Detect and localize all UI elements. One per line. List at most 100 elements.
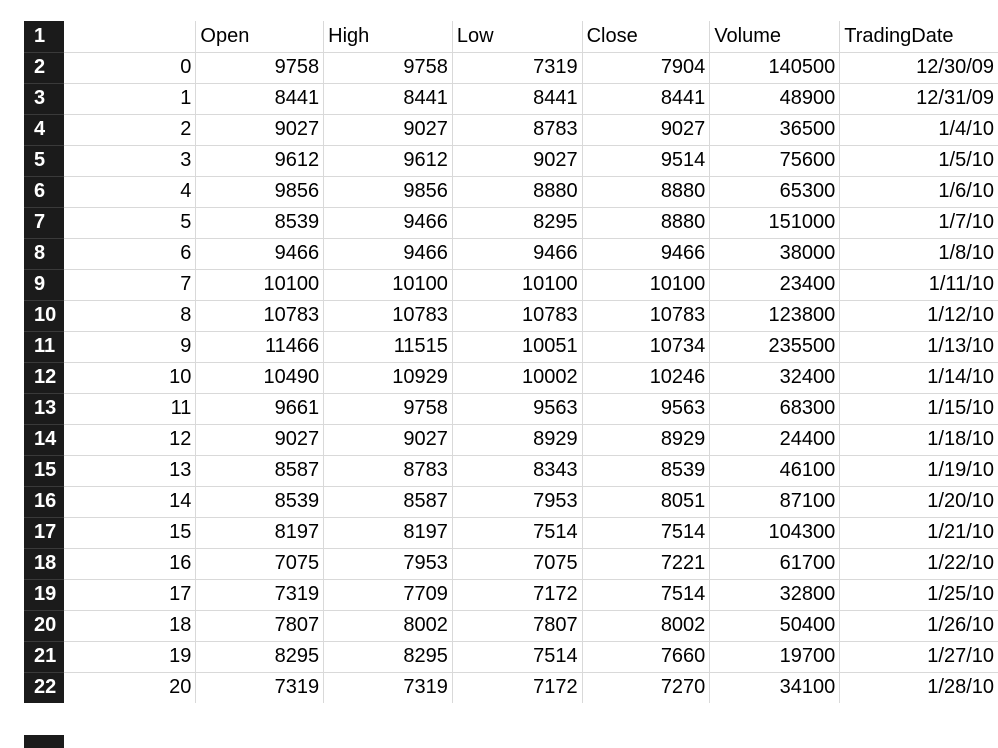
- cell-index[interactable]: 13: [63, 455, 197, 487]
- cell-index[interactable]: 20: [63, 672, 197, 703]
- cell-index[interactable]: 10: [63, 362, 197, 394]
- cell-volume[interactable]: 48900: [709, 83, 841, 115]
- cell-close[interactable]: 9563: [582, 393, 711, 425]
- cell-high[interactable]: 8295: [323, 641, 453, 673]
- cell-high[interactable]: 9027: [323, 114, 453, 146]
- cell-index[interactable]: 3: [63, 145, 197, 177]
- row-header[interactable]: 19: [24, 579, 65, 611]
- cell-open[interactable]: 10100: [195, 269, 325, 301]
- cell-open[interactable]: 9856: [195, 176, 325, 208]
- cell-volume[interactable]: 75600: [709, 145, 841, 177]
- cell-open[interactable]: 7075: [195, 548, 325, 580]
- row-header[interactable]: 17: [24, 517, 65, 549]
- cell-low[interactable]: 7807: [452, 610, 583, 642]
- cell-trading-date[interactable]: 1/28/10: [927, 676, 994, 699]
- cell-high[interactable]: 8002: [323, 610, 453, 642]
- cell-volume[interactable]: 235500: [709, 331, 841, 363]
- cell-volume[interactable]: 65300: [709, 176, 841, 208]
- cell-open[interactable]: 7807: [195, 610, 325, 642]
- cell-low[interactable]: 7319: [452, 52, 583, 84]
- cell-close[interactable]: 8441: [582, 83, 711, 115]
- cell-open[interactable]: 7319: [195, 672, 325, 703]
- cell-low[interactable]: 7514: [452, 517, 583, 549]
- cell-open[interactable]: 10783: [195, 300, 325, 332]
- cell-index[interactable]: 2: [63, 114, 197, 146]
- cell-volume[interactable]: 140500: [709, 52, 841, 84]
- cell-open[interactable]: 9661: [195, 393, 325, 425]
- cell-volume[interactable]: 87100: [709, 486, 841, 518]
- row-header[interactable]: 8: [24, 238, 65, 270]
- cell-index[interactable]: 0: [63, 52, 197, 84]
- cell-trading-date[interactable]: 1/8/10: [839, 238, 998, 270]
- column-header-index[interactable]: [63, 21, 197, 53]
- cell-low[interactable]: 10783: [452, 300, 583, 332]
- column-header-close[interactable]: Close: [582, 21, 711, 53]
- cell-trading-date[interactable]: 1/13/10: [839, 331, 998, 363]
- cell-open[interactable]: 10490: [195, 362, 325, 394]
- cell-trading-date[interactable]: 1/4/10: [839, 114, 998, 146]
- cell-close[interactable]: 7514: [582, 517, 711, 549]
- row-header[interactable]: 12: [24, 362, 65, 394]
- cell-trading-date[interactable]: 1/6/10: [839, 176, 998, 208]
- row-header[interactable]: 1: [24, 21, 65, 53]
- cell-low[interactable]: 7953: [452, 486, 583, 518]
- cell-trading-date[interactable]: 1/12/10: [839, 300, 998, 332]
- cell-low[interactable]: 8929: [452, 424, 583, 456]
- cell-index[interactable]: 15: [63, 517, 197, 549]
- cell-open[interactable]: 7319: [195, 579, 325, 611]
- cell-open[interactable]: 9466: [195, 238, 325, 270]
- cell-open[interactable]: 11466: [195, 331, 325, 363]
- cell-close[interactable]: 10783: [582, 300, 711, 332]
- cell-open[interactable]: 8539: [195, 486, 325, 518]
- row-header[interactable]: 18: [24, 548, 65, 580]
- cell-low[interactable]: 10002: [452, 362, 583, 394]
- cell-trading-date[interactable]: 1/7/10: [839, 207, 998, 239]
- column-header-low[interactable]: Low: [452, 21, 583, 53]
- cell-low[interactable]: 7514: [452, 641, 583, 673]
- cell-high[interactable]: 8197: [323, 517, 453, 549]
- cell-high[interactable]: 9612: [323, 145, 453, 177]
- cell-high[interactable]: 8783: [323, 455, 453, 487]
- cell-high[interactable]: 9758: [323, 52, 453, 84]
- column-header-open[interactable]: Open: [195, 21, 325, 53]
- cell-close[interactable]: 7221: [582, 548, 711, 580]
- cell-close[interactable]: 7514: [582, 579, 711, 611]
- cell-trading-date[interactable]: 1/15/10: [839, 393, 998, 425]
- cell-close[interactable]: 9466: [582, 238, 711, 270]
- cell-index[interactable]: 9: [63, 331, 197, 363]
- cell-index[interactable]: 4: [63, 176, 197, 208]
- cell-volume[interactable]: 23400: [709, 269, 841, 301]
- row-header[interactable]: 7: [24, 207, 65, 239]
- cell-volume[interactable]: 151000: [709, 207, 841, 239]
- cell-high[interactable]: 9466: [323, 207, 453, 239]
- cell-high[interactable]: 7953: [323, 548, 453, 580]
- cell-high[interactable]: 9758: [323, 393, 453, 425]
- cell-low[interactable]: 8441: [452, 83, 583, 115]
- cell-volume[interactable]: 61700: [709, 548, 841, 580]
- cell-low[interactable]: 7172: [452, 579, 583, 611]
- row-header[interactable]: 16: [24, 486, 65, 518]
- cell-volume[interactable]: 36500: [709, 114, 841, 146]
- cell-close[interactable]: 10246: [582, 362, 711, 394]
- cell-volume[interactable]: 104300: [709, 517, 841, 549]
- cell-open[interactable]: 8441: [195, 83, 325, 115]
- cell-high[interactable]: 8441: [323, 83, 453, 115]
- cell-trading-date[interactable]: 1/14/10: [839, 362, 998, 394]
- cell-low[interactable]: 9563: [452, 393, 583, 425]
- cell-index[interactable]: 8: [63, 300, 197, 332]
- cell-high[interactable]: 10929: [323, 362, 453, 394]
- cell-open[interactable]: 8539: [195, 207, 325, 239]
- cell-low[interactable]: 10100: [452, 269, 583, 301]
- cell-trading-date[interactable]: 1/19/10: [839, 455, 998, 487]
- cell-close[interactable]: 10734: [582, 331, 711, 363]
- cell-open[interactable]: 8197: [195, 517, 325, 549]
- cell-high[interactable]: 10100: [323, 269, 453, 301]
- cell-index[interactable]: 7: [63, 269, 197, 301]
- row-header[interactable]: 13: [24, 393, 65, 425]
- cell-close[interactable]: 8002: [582, 610, 711, 642]
- cell-volume[interactable]: 32400: [709, 362, 841, 394]
- cell-close[interactable]: 8880: [582, 176, 711, 208]
- cell-open[interactable]: 8587: [195, 455, 325, 487]
- cell-close[interactable]: 8051: [582, 486, 711, 518]
- cell-low[interactable]: 7075: [452, 548, 583, 580]
